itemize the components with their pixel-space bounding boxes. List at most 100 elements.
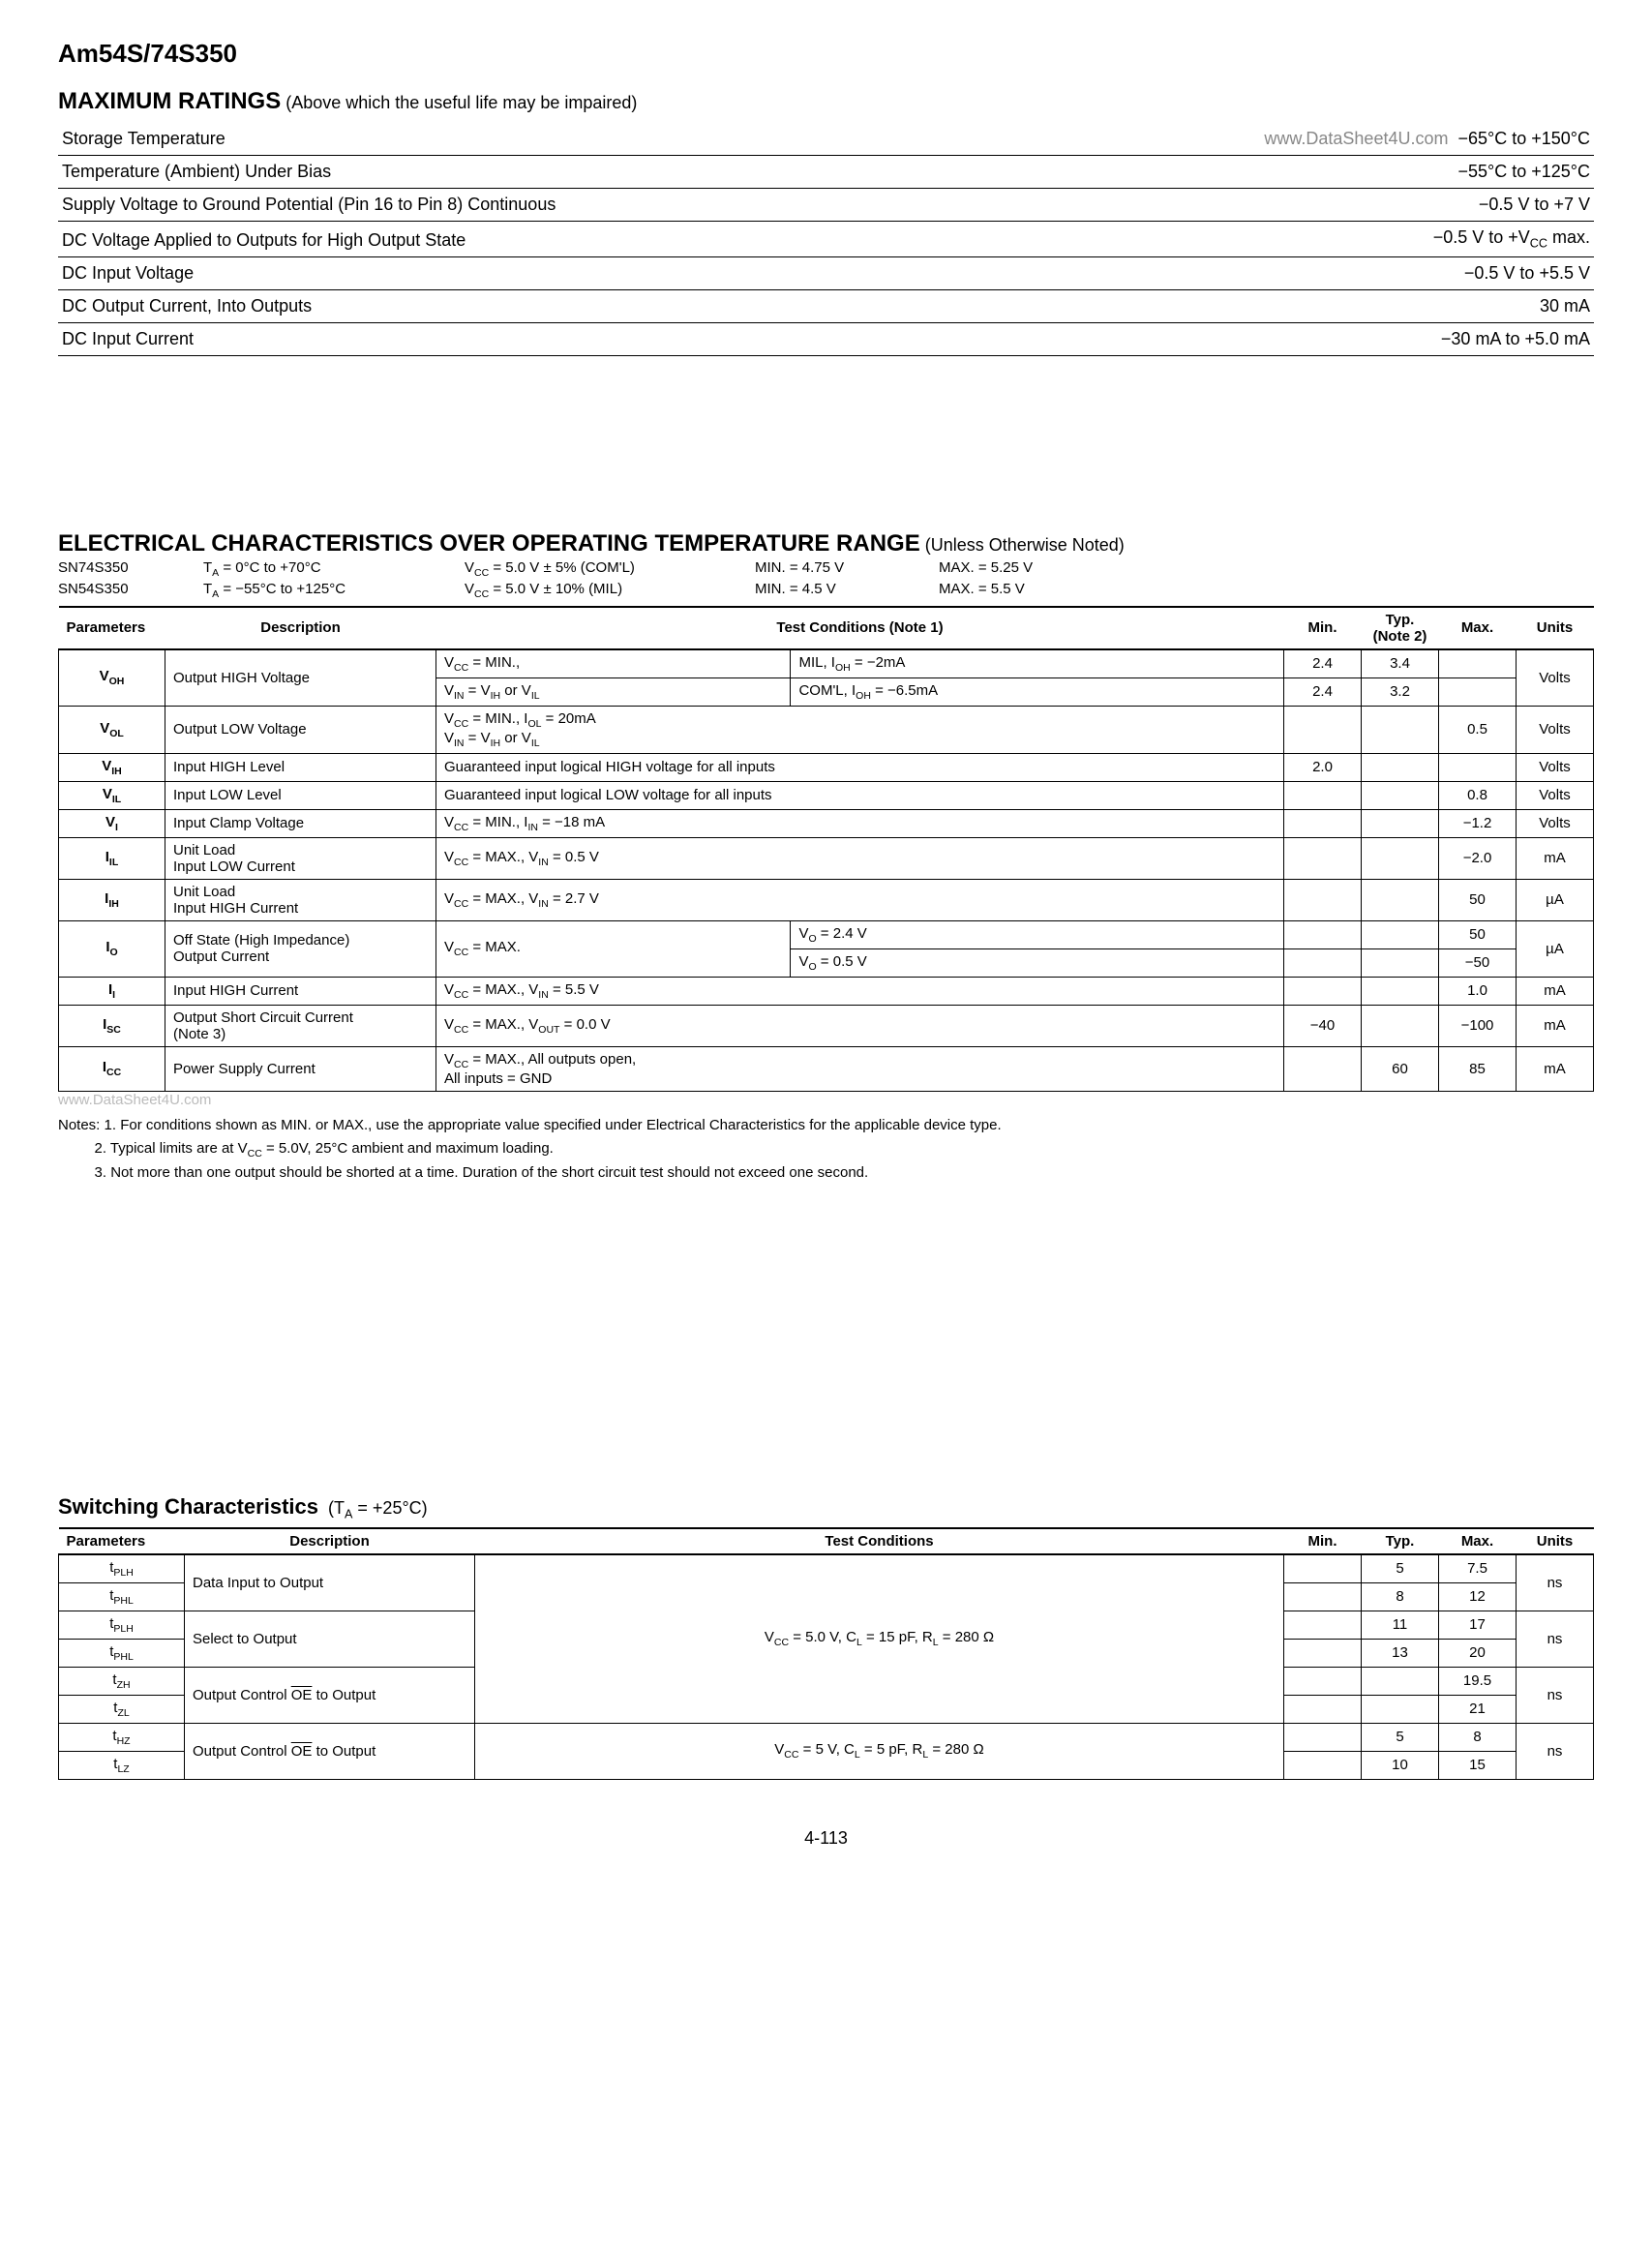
col-max: Max. <box>1439 607 1517 649</box>
units-cell: ns <box>1517 1554 1594 1611</box>
table-row: VOL Output LOW Voltage VCC = MIN., IOL =… <box>59 706 1594 753</box>
param-cell: tPHL <box>59 1639 185 1667</box>
param-vih: VIH <box>59 753 165 781</box>
ec-min-1: MIN. = 4.75 V <box>755 559 900 579</box>
table-row: IIL Unit LoadInput LOW Current VCC = MAX… <box>59 837 1594 879</box>
typ-cell <box>1362 781 1439 809</box>
table-row: VIL Input LOW Level Guaranteed input log… <box>59 781 1594 809</box>
param-voh: VOH <box>59 649 165 707</box>
units-cell: Volts <box>1517 649 1594 707</box>
min-cell <box>1284 809 1362 837</box>
col-units: Units <box>1517 1528 1594 1554</box>
col-min: Min. <box>1284 1528 1362 1554</box>
param-cell: tZL <box>59 1695 185 1723</box>
param-vol: VOL <box>59 706 165 753</box>
table-row: VOH Output HIGH Voltage VCC = MIN., MIL,… <box>59 649 1594 678</box>
units-cell: Volts <box>1517 809 1594 837</box>
col-typ: Typ.(Note 2) <box>1362 607 1439 649</box>
ec-temp-1: TA = 0°C to +70°C <box>203 559 426 579</box>
switching-section: Switching Characteristics (TA = +25°C) P… <box>58 1494 1594 1780</box>
desc-iil: Unit LoadInput LOW Current <box>165 837 436 879</box>
rating-label: Temperature (Ambient) Under Bias <box>58 156 980 189</box>
rating-label: Supply Voltage to Ground Potential (Pin … <box>58 189 980 222</box>
desc-vil: Input LOW Level <box>165 781 436 809</box>
min-cell <box>1284 1554 1362 1583</box>
rating-value: −55°C to +125°C <box>980 156 1594 189</box>
desc-vol: Output LOW Voltage <box>165 706 436 753</box>
col-parameters: Parameters <box>59 1528 185 1554</box>
min-cell <box>1284 781 1362 809</box>
units-cell: Volts <box>1517 706 1594 753</box>
max-cell <box>1439 677 1517 706</box>
min-cell: 2.4 <box>1284 677 1362 706</box>
desc-ii: Input HIGH Current <box>165 977 436 1005</box>
part-number: Am54S/74S350 <box>58 39 1594 69</box>
electrical-notes: Notes: 1. For conditions shown as MIN. o… <box>58 1114 1594 1186</box>
table-row: DC Input Current −30 mA to +5.0 mA <box>58 322 1594 355</box>
desc-iih: Unit LoadInput HIGH Current <box>165 879 436 920</box>
typ-cell: 8 <box>1362 1582 1439 1611</box>
faint-watermark: www.DataSheet4U.com <box>58 1092 1594 1108</box>
typ-cell: 3.4 <box>1362 649 1439 678</box>
desc-cell: Data Input to Output <box>185 1554 475 1611</box>
param-cell: tZH <box>59 1667 185 1695</box>
units-cell: ns <box>1517 1667 1594 1723</box>
typ-cell: 60 <box>1362 1046 1439 1091</box>
min-cell <box>1284 977 1362 1005</box>
tc-cell: VCC = MIN., IOL = 20mAVIN = VIH or VIL <box>436 706 1284 753</box>
min-cell <box>1284 920 1362 948</box>
rating-value-text: −65°C to +150°C <box>1458 129 1591 148</box>
param-cell: tLZ <box>59 1751 185 1779</box>
watermark-text: www.DataSheet4U.com <box>1264 129 1448 148</box>
note-2: 2. Typical limits are at VCC = 5.0V, 25°… <box>95 1140 554 1157</box>
max-ratings-subtitle: (Above which the useful life may be impa… <box>285 93 637 112</box>
table-row: DC Input Voltage −0.5 V to +5.5 V <box>58 256 1594 289</box>
param-cell: tPLH <box>59 1611 185 1639</box>
units-cell: µA <box>1517 879 1594 920</box>
col-test-conditions: Test Conditions <box>475 1528 1284 1554</box>
table-row: VIH Input HIGH Level Guaranteed input lo… <box>59 753 1594 781</box>
param-iil: IIL <box>59 837 165 879</box>
units-cell: mA <box>1517 977 1594 1005</box>
units-cell: Volts <box>1517 781 1594 809</box>
units-cell: mA <box>1517 1046 1594 1091</box>
rating-value: −0.5 V to +5.5 V <box>980 256 1594 289</box>
param-cell: tPLH <box>59 1554 185 1583</box>
table-row: II Input HIGH Current VCC = MAX., VIN = … <box>59 977 1594 1005</box>
tc-cell: Guaranteed input logical LOW voltage for… <box>436 781 1284 809</box>
table-header-row: Parameters Description Test Conditions (… <box>59 607 1594 649</box>
max-cell: 12 <box>1439 1582 1517 1611</box>
rating-label: DC Output Current, Into Outputs <box>58 289 980 322</box>
max-ratings-title: MAXIMUM RATINGS <box>58 88 281 114</box>
max-cell: 0.8 <box>1439 781 1517 809</box>
max-cell: 15 <box>1439 1751 1517 1779</box>
typ-cell <box>1362 948 1439 977</box>
typ-cell: 3.2 <box>1362 677 1439 706</box>
ec-device-1: SN74S350 <box>58 559 165 579</box>
electrical-section: ELECTRICAL CHARACTERISTICS OVER OPERATIN… <box>58 530 1594 1186</box>
max-cell: 50 <box>1439 920 1517 948</box>
rating-value: −0.5 V to +VCC max. <box>980 222 1594 257</box>
rating-label: DC Voltage Applied to Outputs for High O… <box>58 222 980 257</box>
ec-max-1: MAX. = 5.25 V <box>939 559 1033 579</box>
max-cell: −50 <box>1439 948 1517 977</box>
tc-cell: VCC = MAX., VIN = 2.7 V <box>436 879 1284 920</box>
typ-cell: 11 <box>1362 1611 1439 1639</box>
switching-subtitle: (TA = +25°C) <box>323 1498 428 1518</box>
units-cell: ns <box>1517 1723 1594 1779</box>
units-cell: mA <box>1517 1005 1594 1046</box>
desc-vih: Input HIGH Level <box>165 753 436 781</box>
tc-cell: VO = 0.5 V <box>791 948 1284 977</box>
min-cell: 2.0 <box>1284 753 1362 781</box>
ec-header-line-1: SN74S350 TA = 0°C to +70°C VCC = 5.0 V ±… <box>58 559 1594 579</box>
max-cell: 21 <box>1439 1695 1517 1723</box>
desc-isc: Output Short Circuit Current(Note 3) <box>165 1005 436 1046</box>
units-cell: ns <box>1517 1611 1594 1667</box>
table-row: Supply Voltage to Ground Potential (Pin … <box>58 189 1594 222</box>
rating-label: DC Input Voltage <box>58 256 980 289</box>
ec-vcc-2: VCC = 5.0 V ± 10% (MIL) <box>465 581 716 600</box>
col-test-conditions: Test Conditions (Note 1) <box>436 607 1284 649</box>
desc-icc: Power Supply Current <box>165 1046 436 1091</box>
typ-cell <box>1362 837 1439 879</box>
col-description: Description <box>185 1528 475 1554</box>
